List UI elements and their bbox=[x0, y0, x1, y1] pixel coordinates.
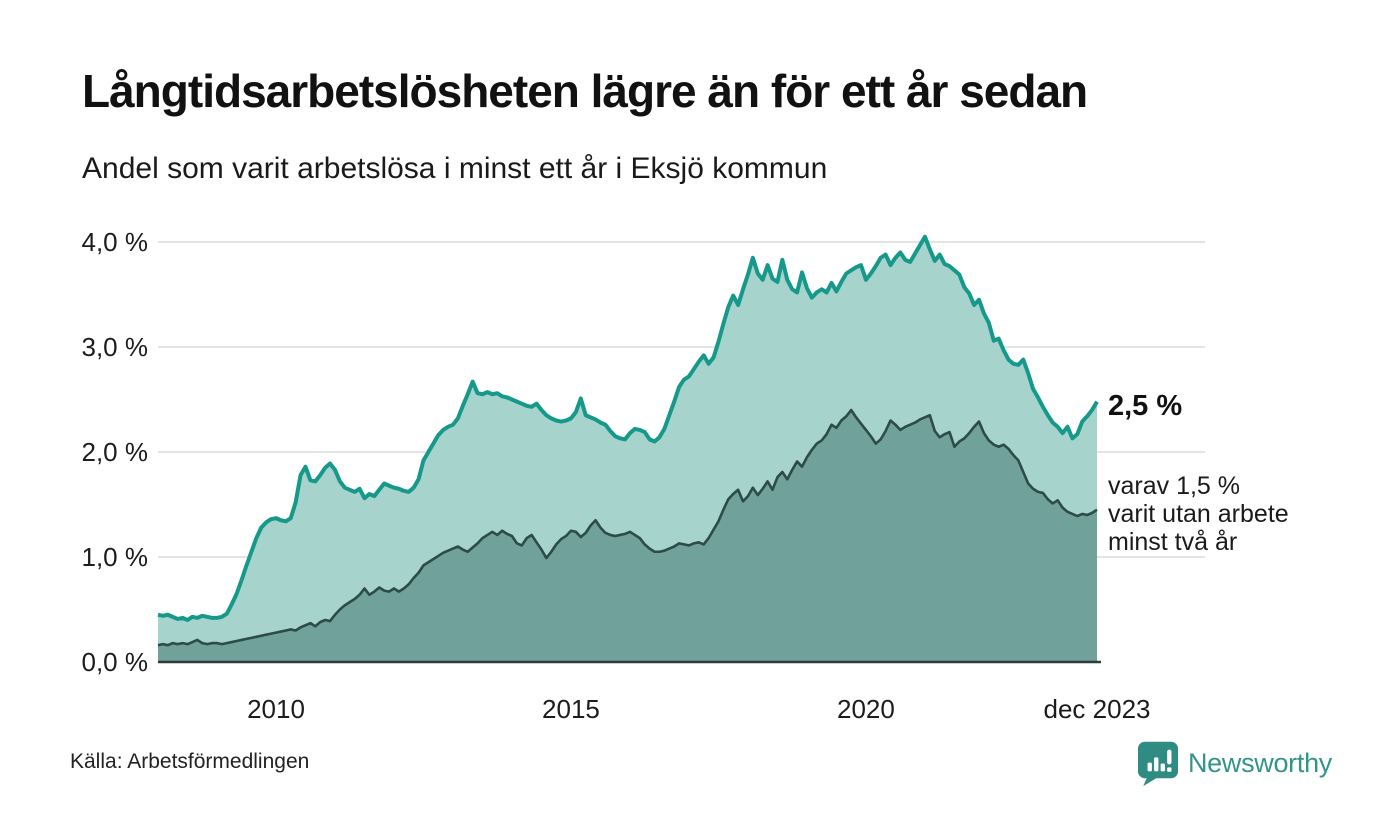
source-attribution: Källa: Arbetsförmedlingen bbox=[70, 750, 310, 773]
x-axis-tick-label: 2015 bbox=[542, 694, 600, 724]
chart-subtitle: Andel som varit arbetslösa i minst ett å… bbox=[82, 152, 828, 185]
newsworthy-logo-text: Newsworthy bbox=[1187, 748, 1332, 778]
x-axis-tick-label: 2010 bbox=[247, 694, 305, 724]
newsworthy-logo: Newsworthy bbox=[1137, 740, 1332, 787]
end-value-annotation: 2,5 % bbox=[1108, 390, 1183, 422]
y-axis-tick-label: 4,0 % bbox=[82, 227, 149, 257]
y-axis-tick-label: 1,0 % bbox=[82, 542, 149, 572]
secondary-annotation-line: varav 1,5 % bbox=[1108, 472, 1241, 500]
series-area-min-two-years bbox=[158, 410, 1097, 662]
secondary-annotation-line: minst två år bbox=[1108, 528, 1238, 556]
series-line-min-one-year bbox=[157, 234, 1099, 622]
series-line-min-two-years bbox=[157, 408, 1098, 647]
y-axis-tick-label: 0,0 % bbox=[82, 647, 149, 677]
page-title: Långtidsarbetslösheten lägre än för ett … bbox=[82, 65, 1088, 117]
y-axis-tick-label: 2,0 % bbox=[82, 437, 149, 467]
secondary-annotation-line: varit utan arbete bbox=[1108, 500, 1289, 528]
secondary-annotation: varav 1,5 % varit utan arbete minst två … bbox=[1108, 472, 1289, 556]
newsworthy-logo-icon bbox=[1137, 740, 1179, 787]
x-axis-tick-label: dec 2023 bbox=[1044, 694, 1151, 724]
y-axis-tick-label: 3,0 % bbox=[82, 332, 149, 362]
x-axis-tick-label: 2020 bbox=[837, 694, 895, 724]
